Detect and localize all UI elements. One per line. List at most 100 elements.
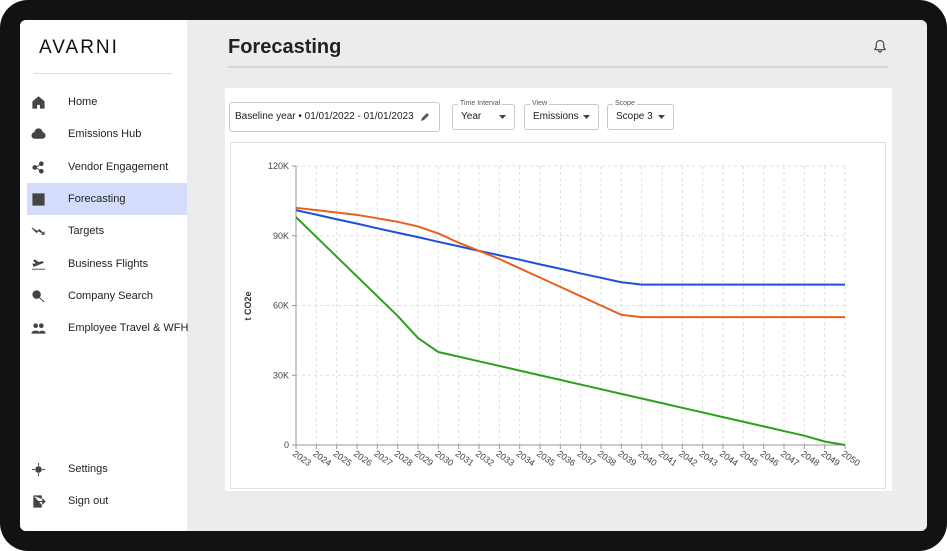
x-tick-label: 2043 <box>698 448 720 468</box>
nav-item[interactable]: Home <box>27 86 187 118</box>
x-tick-label: 2038 <box>596 448 618 468</box>
x-tick-label: 2036 <box>555 448 577 468</box>
dropdown-label: Scope <box>613 99 637 109</box>
x-tick-label: 2033 <box>494 448 516 468</box>
caret <box>658 115 665 119</box>
x-tick-label: 2049 <box>820 448 842 468</box>
x-tick-label: 2048 <box>799 448 821 468</box>
x-tick-label: 2044 <box>718 448 740 468</box>
dropdown-value: Year <box>461 111 482 122</box>
baseline-text: Baseline year • 01/01/2022 - 01/01/2023 <box>235 111 414 122</box>
nav-label: Forecasting <box>68 192 126 205</box>
dropdown[interactable]: Scope 3 Scope <box>607 99 674 130</box>
y-axis-label: t CO2e <box>243 291 253 320</box>
x-tick-label: 2040 <box>637 448 659 468</box>
nav-icon <box>31 462 46 477</box>
nav-label: Company Search <box>68 289 153 302</box>
caret-shape <box>583 115 590 119</box>
icon-shape <box>33 495 46 508</box>
dropdown[interactable]: Emissions View <box>524 99 599 130</box>
x-tick-label: 2039 <box>616 448 638 468</box>
icon-shape <box>32 193 45 206</box>
brand-logo[interactable]: AVARNI <box>39 37 119 58</box>
nav-item[interactable]: Emissions Hub <box>27 118 187 150</box>
x-tick-label: 2045 <box>738 448 760 468</box>
nav-item[interactable]: Vendor Engagement <box>27 151 187 183</box>
caret <box>583 115 590 119</box>
series-line <box>295 209 845 286</box>
nav-label: Targets <box>68 225 105 238</box>
app-screen: AVARNI Home Emissions Hub Vendor Engagemen… <box>20 20 927 531</box>
x-tick-label: 2028 <box>393 448 415 468</box>
caret <box>499 115 506 119</box>
page-title: Forecasting <box>228 36 342 58</box>
baseline-picker[interactable]: Baseline year • 01/01/2022 - 01/01/2023 <box>229 102 440 132</box>
dropdown-value: Emissions <box>533 111 579 122</box>
nav-icon <box>32 96 45 109</box>
divider <box>34 73 172 74</box>
x-tick-label: 2029 <box>413 448 435 468</box>
nav-item[interactable]: Company Search <box>27 280 187 312</box>
chart: t CO2e 030K60K90K120K2023202420252026202… <box>243 161 862 468</box>
nav-icon <box>31 258 46 270</box>
icon-shape <box>31 258 46 270</box>
x-tick-label: 2047 <box>779 448 801 468</box>
dropdown-value: Scope 3 <box>616 111 653 122</box>
x-tick-label: 2024 <box>311 448 333 468</box>
nav-label: Sign out <box>68 495 109 508</box>
nav-item[interactable]: Targets <box>27 215 187 247</box>
nav-icon <box>32 193 45 206</box>
dropdown[interactable]: Year Time Interval <box>452 99 515 130</box>
nav-item[interactable]: Sign out <box>27 485 187 517</box>
dropdown-label: View <box>530 99 550 109</box>
caret-shape <box>658 115 665 119</box>
nav-icon <box>33 495 46 508</box>
nav-label: Settings <box>68 463 108 475</box>
nav-item[interactable]: Business Flights <box>27 248 187 280</box>
x-tick-label: 2027 <box>372 448 394 468</box>
nav-icon <box>31 128 46 140</box>
icon-shape <box>31 128 46 140</box>
icon-shape <box>31 227 45 235</box>
nav-item[interactable]: Settings <box>27 453 187 485</box>
x-tick-label: 2046 <box>759 448 781 468</box>
y-tick-label: 90K <box>273 231 289 241</box>
notification-bell[interactable] <box>873 39 887 53</box>
nav-item[interactable]: Forecasting <box>27 182 187 215</box>
x-tick-label: 2026 <box>352 448 374 468</box>
nav-icon <box>32 290 45 303</box>
icon-shape <box>32 160 44 174</box>
x-tick-label: 2025 <box>332 448 354 468</box>
x-tick-label: 2034 <box>515 448 537 468</box>
nav-label: Business Flights <box>68 257 149 270</box>
icon-shape <box>31 323 46 334</box>
x-tick-label: 2032 <box>474 448 496 468</box>
y-tick-label: 30K <box>273 370 289 380</box>
x-tick-label: 2031 <box>454 448 476 468</box>
icon-shape <box>31 462 46 477</box>
forecast-card: Baseline year • 01/01/2022 - 01/01/2023 … <box>225 88 892 491</box>
chart-panel: t CO2e 0 30K 60K 90K 120K 2023 2024 2025 2026 202… <box>230 142 886 489</box>
nav-label: Home <box>68 96 98 108</box>
nav-icon <box>32 160 44 174</box>
y-tick-label: 120K <box>268 161 289 171</box>
y-tick-label: 0 <box>284 440 289 450</box>
x-tick-label: 2037 <box>576 448 598 468</box>
nav-label: Emissions Hub <box>68 128 142 141</box>
x-tick-label: 2023 <box>291 448 313 468</box>
nav-label: Vendor Engagement <box>68 160 169 173</box>
x-tick-label: 2030 <box>433 448 455 468</box>
y-tick-label: 60K <box>273 301 289 311</box>
series-line <box>295 216 846 446</box>
header-rule <box>228 66 888 68</box>
nav-icon <box>31 227 45 235</box>
nav-label: Employee Travel & WFH <box>68 322 189 335</box>
nav-item[interactable]: Employee Travel & WFH <box>27 312 189 344</box>
x-tick-label: 2042 <box>677 448 699 468</box>
icon-shape <box>32 290 45 303</box>
dropdown-label: Time Interval <box>458 99 503 109</box>
icon-shape <box>32 96 45 109</box>
sidebar: AVARNI Home Emissions Hub Vendor Engagemen… <box>20 20 189 531</box>
x-tick-label: 2050 <box>840 448 862 468</box>
x-tick-label: 2035 <box>535 448 557 468</box>
